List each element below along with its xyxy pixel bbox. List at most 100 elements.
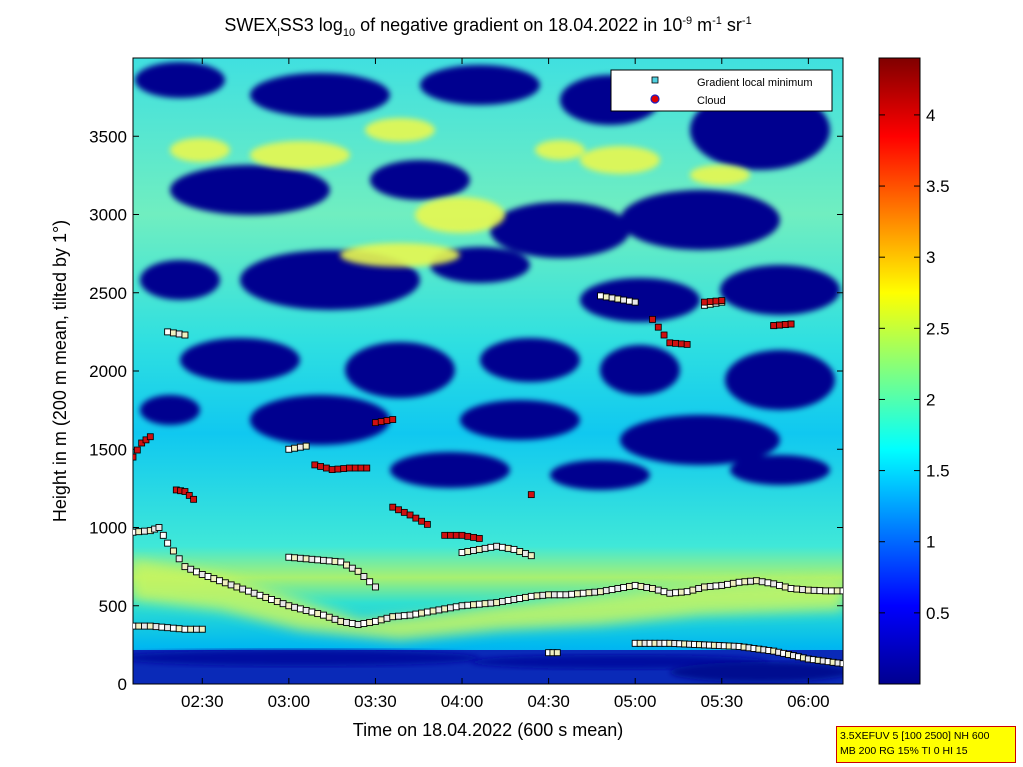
gradient-minimum-marker (244, 587, 252, 595)
gradient-minimum-marker (320, 556, 327, 564)
gradient-minimum-marker (510, 596, 518, 603)
gradient-minimum-marker (522, 593, 529, 601)
gradient-minimum-marker (418, 609, 426, 617)
gradient-minimum-marker (268, 596, 275, 603)
legend-marker-cloud (650, 94, 660, 104)
gradient-minimum-marker (314, 556, 322, 564)
y-tick-label: 2500 (89, 284, 127, 303)
colorbar-tick-label: 3 (926, 248, 935, 267)
cloud-marker (654, 323, 662, 331)
cloud-marker (363, 464, 371, 472)
gradient-minimum-marker (296, 605, 304, 613)
gradient-minimum-marker (701, 583, 708, 591)
cloud-marker (452, 531, 460, 539)
gradient-minimum-marker (291, 554, 299, 562)
gradient-minimum-marker (366, 618, 374, 626)
cloud-marker (400, 508, 408, 516)
gradient-minimum-marker (175, 555, 183, 563)
gradient-minimum-marker (735, 578, 743, 586)
cloud-marker (389, 416, 397, 423)
gradient-minimum-marker (155, 524, 163, 531)
cloud-marker (423, 520, 431, 528)
gradient-minimum-marker (666, 589, 674, 597)
gradient-minimum-marker (712, 582, 720, 590)
gradient-minimum-marker (343, 618, 351, 626)
gradient-minimum-marker (135, 528, 143, 536)
gradient-minimum-marker (435, 606, 443, 614)
gradient-minimum-marker (296, 554, 304, 562)
gradient-minimum-marker (164, 539, 172, 547)
gradient-minimum-marker (400, 612, 408, 620)
gradient-minimum-marker (556, 591, 564, 599)
gradient-minimum-marker (747, 577, 755, 585)
gradient-minimum-marker (273, 598, 281, 606)
gradient-minimum-marker (204, 573, 212, 580)
gradient-minimum-marker (337, 617, 345, 625)
gradient-minimum-marker (371, 617, 379, 625)
y-axis: 0 500 1000 1500 2000 2500 3000 3500 (89, 127, 843, 694)
gradient-minimum-marker (210, 575, 218, 583)
x-tick-label: 03:30 (354, 692, 397, 711)
gradient-minimum-marker (568, 590, 576, 598)
gradient-minimum-marker (181, 331, 189, 339)
gradient-minimum-marker (602, 293, 610, 301)
gradient-minimum-marker (545, 591, 553, 599)
colorbar-tick-label: 4 (926, 106, 935, 125)
gradient-minimum-marker (169, 624, 177, 632)
gradient-minimum-marker (481, 544, 489, 552)
gradient-minimum-marker (493, 599, 501, 607)
y-tick-label: 3500 (89, 127, 127, 146)
gradient-minimum-marker (602, 587, 610, 595)
gradient-minimum-marker (458, 602, 466, 610)
gradient-minimum-marker (614, 295, 622, 303)
gradient-minimum-marker (343, 561, 351, 569)
colorbar-tick-label: 0.5 (926, 604, 950, 623)
x-tick-label: 05:00 (614, 692, 657, 711)
cloud-marker (666, 339, 674, 347)
colorbar: 0.5 1 1.5 2 2.5 3 3.5 4 (878, 57, 950, 685)
cloud-marker (787, 320, 795, 328)
x-tick-label: 04:00 (441, 692, 484, 711)
gradient-minimum-marker (752, 577, 760, 585)
gradient-minimum-marker (522, 550, 529, 558)
gradient-minimum-marker (158, 623, 166, 631)
gradient-minimum-marker (787, 585, 795, 592)
gradient-minimum-marker (141, 527, 148, 535)
y-axis-label: Height in m (200 m mean, tilted by 1°) (50, 220, 70, 522)
gradient-minimum-marker (729, 579, 737, 587)
gradient-minimum-marker (498, 543, 506, 551)
x-axis: 02:30 03:00 03:30 04:00 04:30 05:00 05:30 06:00 (181, 58, 830, 711)
gradient-minimum-marker (308, 608, 316, 616)
cloud-marker (475, 535, 483, 542)
gradient-minimum-marker (504, 544, 512, 552)
gradient-minimum-marker (631, 298, 639, 306)
gradient-minimum-marker (724, 580, 732, 588)
gradient-minimum-marker (677, 588, 685, 596)
gradient-minimum-marker (631, 581, 639, 589)
gradient-minimum-marker (285, 602, 293, 610)
x-tick-label: 05:30 (701, 692, 744, 711)
gradient-minimum-marker (625, 297, 633, 305)
cloud-marker (181, 488, 189, 495)
gradient-minimum-marker (781, 583, 789, 591)
chart-title: SWEXlSS3 log10 of negative gradient on 1… (224, 15, 751, 39)
gradient-minimum-marker (198, 625, 206, 633)
cloud-marker (781, 321, 789, 328)
gradient-minimum-marker (649, 585, 656, 592)
gradient-minimum-marker (620, 296, 628, 304)
gradient-minimum-marker (608, 586, 616, 594)
gradient-minimum-marker (233, 583, 241, 591)
gradient-minimum-marker (654, 586, 662, 594)
cloud-marker (441, 531, 449, 539)
gradient-minimum-marker (764, 579, 772, 587)
gradient-minimum-marker (164, 328, 172, 336)
gradient-minimum-marker (412, 610, 420, 618)
info-line-1: 3.5XEFUV 5 [100 2500] NH 600 (840, 730, 990, 742)
gradient-minimum-marker (597, 588, 605, 596)
gradient-minimum-marker (429, 607, 437, 615)
gradient-minimum-marker (198, 571, 206, 578)
gradient-minimum-marker (181, 563, 189, 571)
gradient-minimum-marker (447, 604, 454, 612)
gradient-minimum-marker (159, 531, 167, 539)
